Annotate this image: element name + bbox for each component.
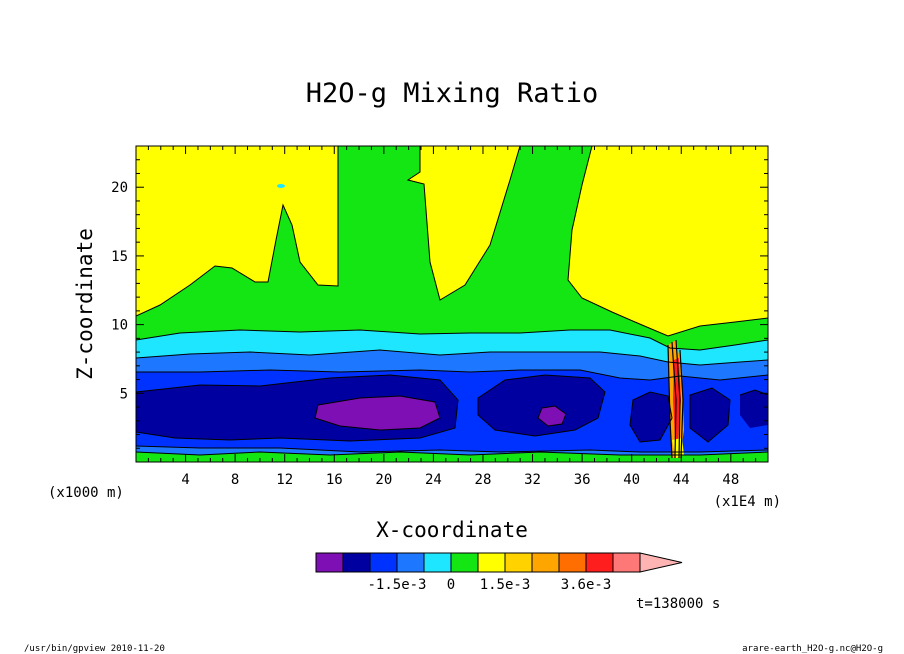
y-tick-label: 20	[111, 180, 128, 196]
contour-field	[136, 146, 768, 462]
colorbar-box	[612, 552, 641, 573]
footer-right: arare-earth_H2O-g.nc@H2O-g	[742, 644, 883, 654]
green-bottom	[136, 452, 768, 462]
colorbar-label: 3.6e-3	[561, 577, 612, 593]
x-axis-ticks: 4 8 12 16 20 24 28 32 36 40 44 48	[147, 146, 757, 488]
colorbar-box	[315, 552, 344, 573]
y-tick-label: 15	[111, 249, 128, 265]
colorbar-label: -1.5e-3	[367, 577, 426, 593]
x-tick-label: 24	[425, 472, 442, 488]
colorbar-box	[423, 552, 452, 573]
colorbar-arrow	[639, 552, 683, 573]
colorbar-box	[369, 552, 398, 573]
spike-black-contours	[667, 339, 684, 459]
x-axis-title: X-coordinate	[376, 518, 528, 542]
colorbar-label: 0	[447, 577, 455, 593]
x-tick-label: 28	[475, 472, 492, 488]
x-tick-label: 8	[231, 472, 239, 488]
y-axis-title: Z-coordinate	[73, 228, 97, 380]
purple-core	[315, 396, 566, 430]
y-tick-label: 5	[120, 386, 128, 402]
plot-frame	[135, 145, 769, 463]
x-tick-label: 40	[623, 472, 640, 488]
x-units-left: (x1000 m)	[48, 485, 124, 501]
x-tick-label: 32	[524, 472, 541, 488]
colorbar-box	[396, 552, 425, 573]
time-label: t=138000 s	[636, 596, 720, 612]
x-tick-label: 12	[276, 472, 293, 488]
x-units-right: (x1E4 m)	[714, 494, 781, 510]
y-tick-label: 10	[111, 318, 128, 334]
colorbar	[315, 552, 683, 573]
x-tick-label: 48	[722, 472, 739, 488]
dark-blue-core	[136, 375, 768, 442]
contour-lines	[136, 146, 768, 456]
colorbar-box	[450, 552, 479, 573]
colorbar-box	[477, 552, 506, 573]
chart-title: H2O-g Mixing Ratio	[306, 78, 599, 109]
colorbar-box	[342, 552, 371, 573]
colorbar-label: 1.5e-3	[480, 577, 531, 593]
x-tick-label: 20	[375, 472, 392, 488]
x-tick-label: 36	[574, 472, 591, 488]
x-tick-label: 44	[673, 472, 690, 488]
footer-left: /usr/bin/gpview 2010-11-20	[24, 644, 165, 654]
x-tick-label: 16	[326, 472, 343, 488]
colorbar-box	[585, 552, 614, 573]
colorbar-box	[558, 552, 587, 573]
colorbar-box	[504, 552, 533, 573]
colorbar-box	[531, 552, 560, 573]
colorbar-labels: -1.5e-3 0 1.5e-3 3.6e-3	[367, 577, 611, 593]
y-axis-ticks: 5 10 15 20	[111, 159, 768, 449]
x-tick-label: 4	[181, 472, 189, 488]
cyan-spot	[277, 184, 285, 188]
